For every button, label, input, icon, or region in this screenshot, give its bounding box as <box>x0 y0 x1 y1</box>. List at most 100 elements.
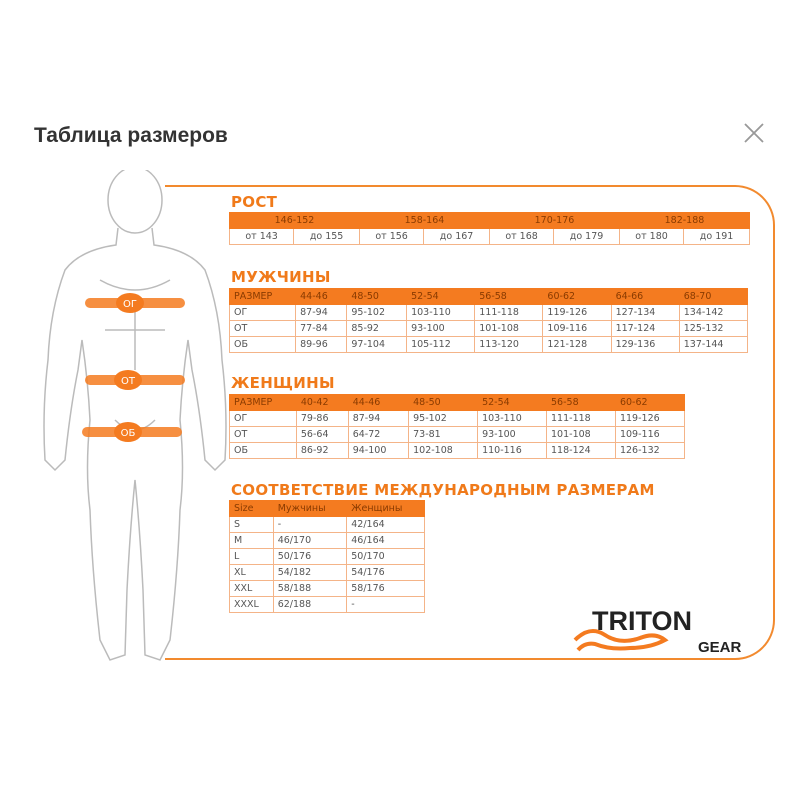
label-chest: ОГ <box>123 299 137 310</box>
table-cell: 129-136 <box>610 336 680 353</box>
table-cell: XXL <box>229 580 274 597</box>
table-header-row: РАЗМЕР 40-42 44-46 48-50 52-54 56-58 60-62 <box>229 394 686 411</box>
waist-band: ОТ <box>85 370 185 390</box>
table-row: ОБ 89-96 97-104 105-112 113-120 121-128 129-13… <box>228 336 749 353</box>
table-row: 146-152 158-164 170-176 182-188 <box>229 212 751 229</box>
height-table: 146-152 158-164 170-176 182-188 от 143 до… <box>228 212 751 245</box>
table-row: от 143 до 155 от 156 до 167 от 168 до 179 о… <box>228 228 750 245</box>
table-cell: от 168 <box>488 228 555 245</box>
table-cell: 146-152 <box>229 212 360 229</box>
table-cell: 111-118 <box>474 304 544 321</box>
table-cell: 109-116 <box>542 320 612 337</box>
table-cell: 87-94 <box>347 410 410 427</box>
table-header-row: Size Мужчины Женщины <box>229 500 425 517</box>
table-cell: 46/170 <box>272 532 348 549</box>
table-cell: 93-100 <box>406 320 476 337</box>
table-cell: 87-94 <box>295 304 348 321</box>
table-header-cell: 40-42 <box>295 394 349 411</box>
table-cell: 56-64 <box>295 426 349 443</box>
close-icon[interactable] <box>742 121 766 145</box>
table-cell: 50/170 <box>346 548 425 565</box>
table-header-cell: 56-58 <box>546 394 616 411</box>
table-row: ОГ 79-86 87-94 95-102 103-110 111-118 119-126 <box>229 410 686 427</box>
table-cell: 103-110 <box>477 410 548 427</box>
women-heading: ЖЕНЩИНЫ <box>231 374 335 392</box>
table-cell: 101-108 <box>546 426 616 443</box>
table-cell: 111-118 <box>546 410 616 427</box>
table-cell: 110-116 <box>477 442 548 459</box>
table-cell: 46/164 <box>346 532 425 549</box>
table-header-cell: 52-54 <box>477 394 548 411</box>
table-cell: 134-142 <box>678 304 749 321</box>
logo-sub: GEAR <box>698 639 742 656</box>
table-cell: L <box>229 548 274 565</box>
table-cell: 121-128 <box>542 336 612 353</box>
table-cell: M <box>229 532 274 549</box>
table-header-cell: Size <box>229 500 274 517</box>
orange-frame <box>165 185 775 660</box>
table-cell: 103-110 <box>406 304 476 321</box>
table-cell: 95-102 <box>346 304 408 321</box>
label-hip: ОБ <box>121 428 136 439</box>
table-row: S -42/164 <box>229 516 425 533</box>
table-cell: 95-102 <box>408 410 479 427</box>
table-cell: 119-126 <box>614 410 686 427</box>
table-cell: от 143 <box>228 228 295 245</box>
table-cell: XXXL <box>229 596 274 613</box>
table-header-cell: 56-58 <box>474 288 544 305</box>
table-cell: 119-126 <box>542 304 612 321</box>
table-cell: 126-132 <box>614 442 686 459</box>
logo-brand: TRITON <box>592 606 692 636</box>
table-cell: до 167 <box>423 228 490 245</box>
men-table: РАЗМЕР 44-46 48-50 52-54 56-58 60-62 64-66 68-7… <box>228 288 749 353</box>
table-cell: S <box>229 516 274 533</box>
table-header-cell: 52-54 <box>406 288 476 305</box>
table-cell: 58/176 <box>346 580 425 597</box>
table-cell: 170-176 <box>488 212 620 229</box>
table-cell: до 155 <box>293 228 360 245</box>
hip-band: ОБ <box>82 422 182 442</box>
label-waist: ОТ <box>121 376 136 387</box>
table-cell: 97-104 <box>346 336 408 353</box>
table-row: ОТ 77-84 85-92 93-100 101-108 109-116 117-124 1… <box>228 320 749 337</box>
table-header-cell: 64-66 <box>610 288 680 305</box>
table-row: L 50/176 50/170 <box>229 548 425 565</box>
table-cell: от 180 <box>618 228 685 245</box>
table-header-cell: 60-62 <box>614 394 686 411</box>
table-header-cell: 44-46 <box>347 394 410 411</box>
table-cell: - <box>346 596 425 613</box>
table-header-cell: Женщины <box>346 500 425 517</box>
table-header-row: РАЗМЕР 44-46 48-50 52-54 56-58 60-62 64-66 68-7… <box>228 288 749 305</box>
table-cell: 94-100 <box>347 442 410 459</box>
table-row: XXXL 62/188- <box>229 596 425 613</box>
table-cell: от 156 <box>358 228 425 245</box>
chest-band: ОГ <box>85 293 185 313</box>
table-header-cell: РАЗМЕР <box>228 288 297 305</box>
table-cell: 54/182 <box>272 564 348 581</box>
men-heading: МУЖЧИНЫ <box>231 268 331 286</box>
table-cell: 127-134 <box>610 304 680 321</box>
table-cell: 77-84 <box>295 320 348 337</box>
table-cell: XL <box>229 564 274 581</box>
table-row: ОТ 56-64 64-72 73-81 93-100 101-108 109-116 <box>229 426 686 443</box>
table-cell: 85-92 <box>346 320 408 337</box>
table-cell: 62/188 <box>272 596 348 613</box>
table-cell: ОТ <box>229 426 297 443</box>
table-header-cell: 44-46 <box>295 288 348 305</box>
intl-heading: СООТВЕТСТВИЕ МЕЖДУНАРОДНЫМ РАЗМЕРАМ <box>231 481 655 499</box>
table-cell: 101-108 <box>474 320 544 337</box>
table-header-cell: 48-50 <box>408 394 479 411</box>
table-cell: 182-188 <box>618 212 751 229</box>
table-cell: 64-72 <box>347 426 410 443</box>
table-cell: 109-116 <box>614 426 686 443</box>
table-cell: 58/188 <box>272 580 348 597</box>
table-header-cell: 60-62 <box>542 288 612 305</box>
table-cell: 79-86 <box>295 410 349 427</box>
table-cell: 158-164 <box>358 212 490 229</box>
table-cell: 137-144 <box>678 336 749 353</box>
table-row: XXL 58/188 58/176 <box>229 580 425 597</box>
table-cell: ОГ <box>228 304 297 321</box>
table-cell: 118-124 <box>546 442 616 459</box>
page-title: Таблица размеров <box>34 124 228 147</box>
table-cell: ОТ <box>228 320 297 337</box>
